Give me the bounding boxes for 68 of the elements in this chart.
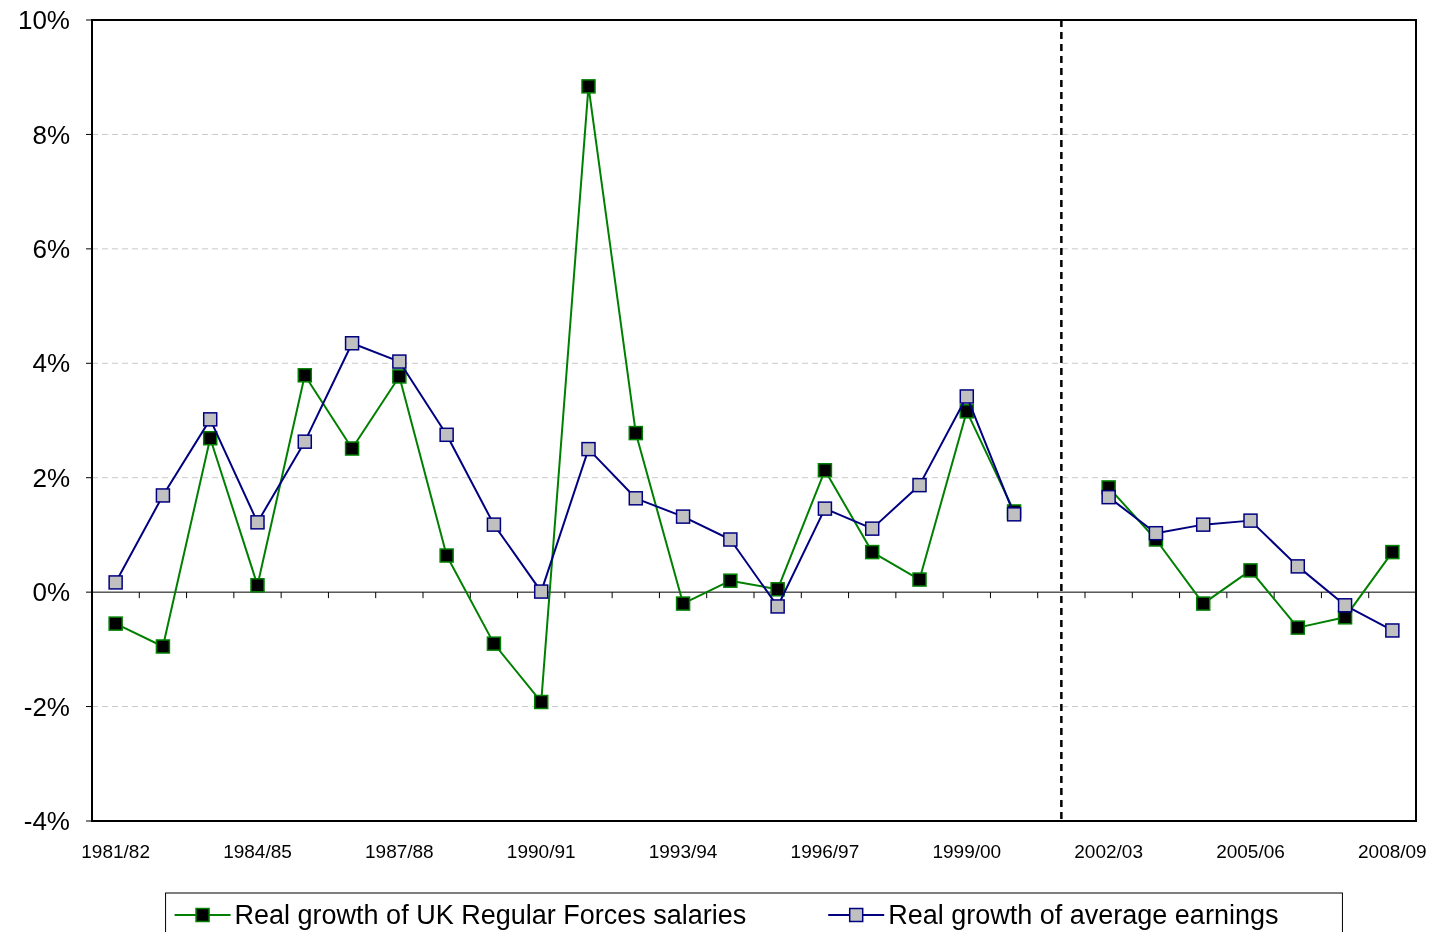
point <box>864 521 880 536</box>
point <box>486 517 502 532</box>
y-tick-label: 4% <box>32 348 70 379</box>
y-tick-label: 2% <box>32 462 70 493</box>
x-tick-label: 1987/88 <box>365 841 434 862</box>
point <box>392 369 407 384</box>
point <box>108 616 123 631</box>
x-tick-label: 1999/00 <box>932 841 1002 862</box>
x-tick-label: 2002/03 <box>1074 841 1143 862</box>
point <box>344 441 360 456</box>
point <box>202 430 218 446</box>
y-tick-label: 6% <box>32 233 70 264</box>
point <box>912 572 927 587</box>
legend-label: Real growth of UK Regular Forces salaries <box>234 900 747 931</box>
point <box>439 427 454 443</box>
point <box>675 509 691 524</box>
y-tick-label: 0% <box>32 577 70 608</box>
point <box>770 599 785 614</box>
x-tick-label: 1990/91 <box>506 841 576 862</box>
point <box>959 389 975 404</box>
point <box>250 515 265 530</box>
point <box>1195 517 1211 532</box>
point <box>486 636 502 651</box>
point <box>1101 489 1116 505</box>
point <box>297 368 313 383</box>
point <box>1385 623 1400 638</box>
y-tick-label: 10% <box>17 5 70 36</box>
point <box>817 463 833 478</box>
point <box>392 354 407 369</box>
point <box>202 412 218 427</box>
point <box>912 477 927 493</box>
point <box>864 544 880 560</box>
point <box>628 425 644 441</box>
point <box>155 639 171 654</box>
y-tick-label: -2% <box>23 691 70 722</box>
point <box>1290 559 1306 574</box>
legend-label: Real growth of average earnings <box>888 900 1279 931</box>
point <box>250 578 265 593</box>
point <box>817 501 833 516</box>
x-tick-label: 1981/82 <box>81 841 150 862</box>
point <box>1337 598 1353 613</box>
point <box>1243 563 1258 578</box>
point <box>297 434 313 449</box>
x-tick-label: 2008/09 <box>1358 841 1427 862</box>
point <box>628 491 644 506</box>
point <box>581 79 596 94</box>
point <box>1243 513 1258 528</box>
point <box>344 336 360 351</box>
point <box>533 584 549 599</box>
point <box>581 441 596 457</box>
point <box>1385 544 1400 560</box>
y-tick-label: -4% <box>23 806 70 837</box>
point <box>439 548 454 563</box>
point <box>1195 596 1211 611</box>
point <box>675 596 691 611</box>
y-tick-label: 8% <box>32 119 70 150</box>
point <box>155 488 171 503</box>
x-tick-label: 1984/85 <box>223 841 292 862</box>
x-tick-label: 2005/06 <box>1216 841 1285 862</box>
point <box>1290 620 1306 635</box>
x-tick-label: 1996/97 <box>790 841 860 862</box>
point <box>1148 525 1164 541</box>
point <box>770 582 785 597</box>
point <box>108 575 123 590</box>
point <box>533 694 549 710</box>
point <box>723 532 738 547</box>
x-tick-label: 1993/94 <box>648 841 718 862</box>
point <box>723 573 738 588</box>
